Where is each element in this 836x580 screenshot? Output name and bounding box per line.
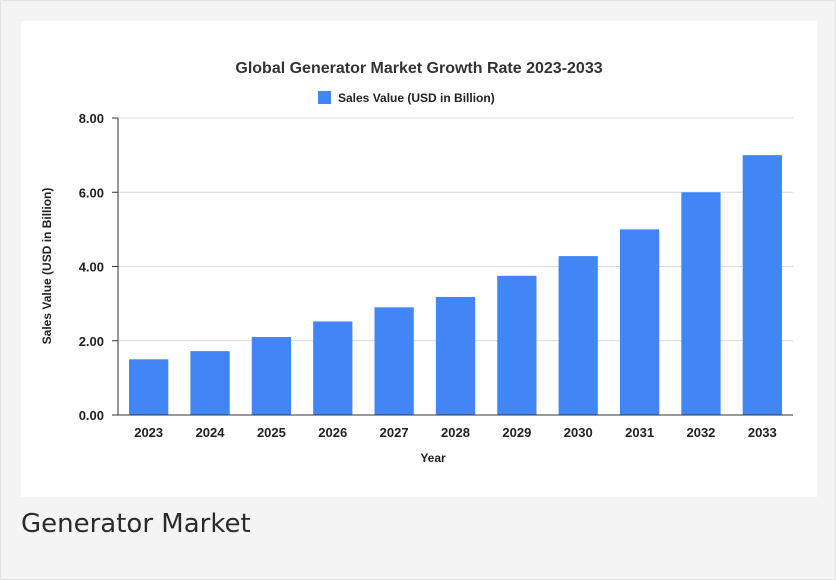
x-tick-labels: 2023 2024 2025 2026 2027 2028 2029 2030 2031 2032… [134,425,777,440]
x-tick-label: 2023 [134,425,163,440]
chart-title: Global Generator Market Growth Rate 2023… [235,60,602,77]
x-tick-label: 2029 [502,425,531,440]
y-tick-label: 0.00 [79,408,104,423]
bar-2028 [435,296,476,415]
bar-2026 [313,321,353,415]
bar-2029 [497,275,537,415]
x-tick-label: 2033 [748,425,777,440]
y-tick-labels: 0.00 2.00 4.00 6.00 8.00 [79,111,104,423]
chart-panel: Global Generator Market Growth Rate 2023… [21,21,817,497]
y-tick-label: 4.00 [79,260,104,275]
y-tick-label: 6.00 [79,185,104,200]
gridlines [112,117,793,416]
bar-2024 [190,351,230,415]
bar-2033 [742,155,782,415]
x-tick-label: 2032 [686,425,715,440]
bar-2030 [558,256,598,415]
x-axis-title: Year [420,451,446,465]
y-axis-title: Sales Value (USD in Billion) [40,188,54,345]
bar-2023 [129,359,169,415]
bar-2027 [374,307,414,415]
bar-2031 [619,229,660,415]
x-tick-label: 2028 [441,425,470,440]
legend-label: Sales Value (USD in Billion) [338,91,495,105]
bar-2032 [681,192,721,415]
x-tick-label: 2030 [564,425,593,440]
y-tick-label: 2.00 [79,334,104,349]
x-tick-label: 2027 [380,425,409,440]
bar-chart: Global Generator Market Growth Rate 2023… [40,60,793,465]
legend: Sales Value (USD in Billion) [318,91,495,105]
bar-2025 [251,337,292,415]
legend-swatch [318,91,331,104]
axes [117,118,793,416]
x-tick-label: 2025 [257,425,286,440]
figure-caption: Generator Market [21,509,251,539]
x-tick-label: 2024 [196,425,226,440]
x-tick-label: 2026 [318,425,347,440]
x-tick-label: 2031 [625,425,654,440]
bars [129,155,782,415]
y-tick-label: 8.00 [79,111,104,126]
